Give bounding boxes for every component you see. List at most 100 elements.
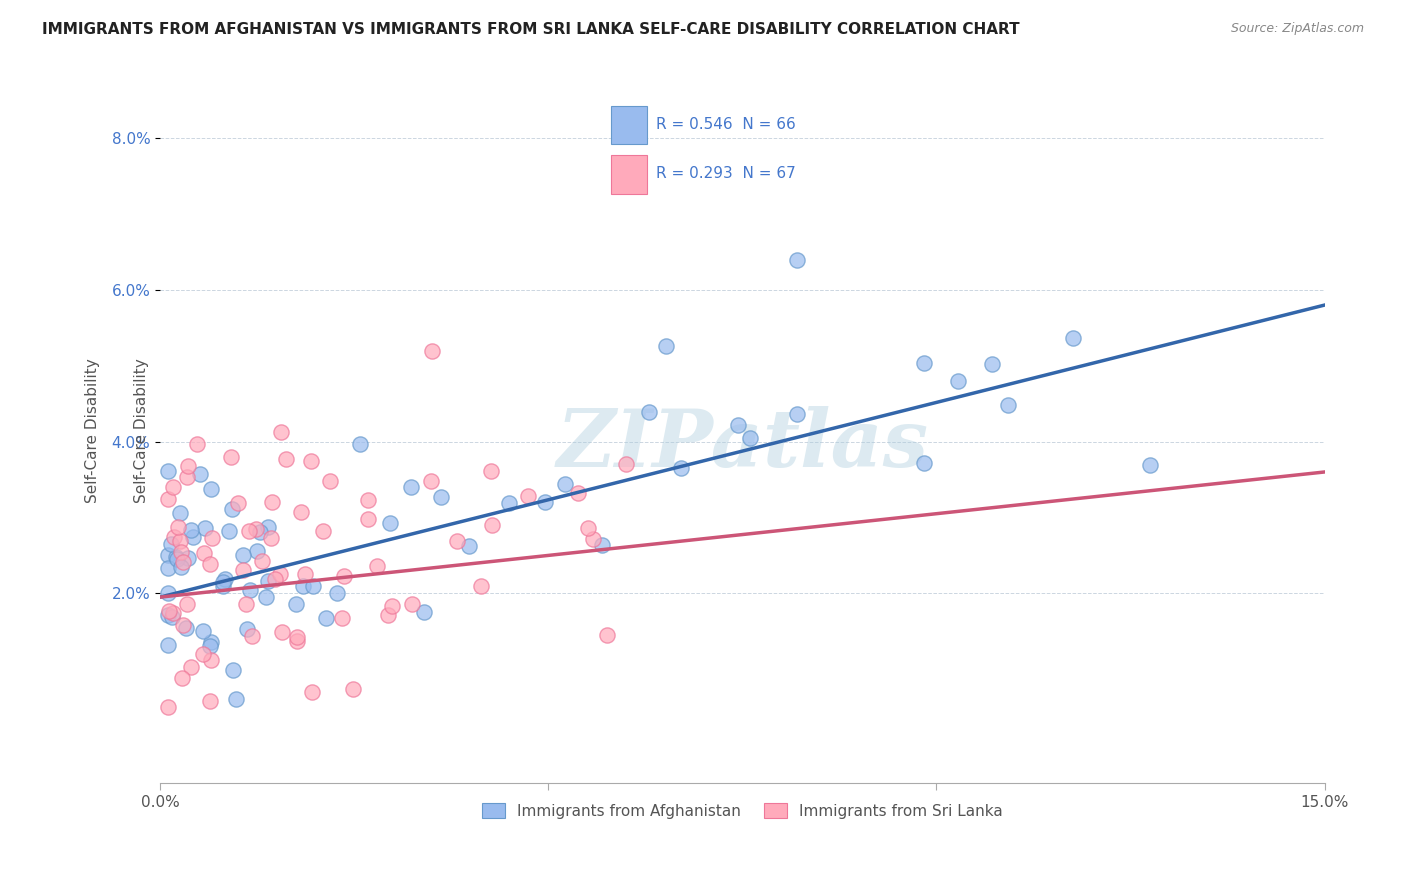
Point [238, 524, 260, 538]
Point [218, 524, 240, 538]
Point [177, 458, 200, 473]
Point [180, 659, 202, 673]
Point [446, 534, 468, 549]
Point [554, 476, 576, 491]
Point [576, 521, 599, 535]
Y-axis label: Self-Care Disability: Self-Care Disability [86, 358, 100, 502]
Point [401, 597, 423, 611]
Point [270, 425, 292, 439]
Point [240, 629, 263, 643]
Point [479, 464, 502, 478]
Point [671, 460, 693, 475]
Point [200, 635, 222, 649]
Point [212, 574, 235, 589]
Point [269, 567, 291, 582]
Point [181, 530, 204, 544]
Point [170, 560, 193, 574]
Point [274, 452, 297, 467]
Point [156, 548, 179, 562]
Point [166, 552, 188, 566]
Point [517, 489, 540, 503]
Point [567, 486, 589, 500]
Point [226, 496, 249, 510]
Point [260, 495, 283, 509]
Point [498, 496, 520, 510]
Point [225, 692, 247, 706]
Text: Source: ZipAtlas.com: Source: ZipAtlas.com [1230, 22, 1364, 36]
Point [315, 611, 337, 625]
Point [332, 569, 354, 583]
Point [786, 252, 808, 267]
Point [312, 524, 335, 538]
Point [1139, 458, 1161, 472]
Point [156, 491, 179, 506]
Point [420, 474, 443, 488]
Point [912, 356, 935, 370]
Point [264, 572, 287, 586]
Point [481, 517, 503, 532]
Legend: Immigrants from Afghanistan, Immigrants from Sri Lanka: Immigrants from Afghanistan, Immigrants … [475, 797, 1010, 825]
Point [165, 550, 187, 565]
Point [246, 543, 269, 558]
Point [211, 578, 233, 592]
Point [318, 474, 340, 488]
Point [997, 398, 1019, 412]
Point [377, 608, 399, 623]
Point [191, 647, 214, 661]
Point [160, 610, 183, 624]
Point [172, 555, 194, 569]
Point [169, 506, 191, 520]
Point [176, 551, 198, 566]
Point [260, 532, 283, 546]
Point [201, 531, 224, 545]
Point [222, 663, 245, 677]
Point [342, 681, 364, 696]
Point [420, 343, 443, 358]
Point [156, 560, 179, 574]
Point [401, 481, 423, 495]
Point [162, 480, 184, 494]
Point [186, 436, 208, 450]
Point [191, 624, 214, 638]
Point [172, 618, 194, 632]
Point [250, 554, 273, 568]
Point [257, 574, 280, 588]
Point [946, 374, 969, 388]
Text: IMMIGRANTS FROM AFGHANISTAN VS IMMIGRANTS FROM SRI LANKA SELF-CARE DISABILITY CO: IMMIGRANTS FROM AFGHANISTAN VS IMMIGRANT… [42, 22, 1019, 37]
Point [219, 450, 242, 464]
Point [174, 621, 197, 635]
Point [162, 606, 184, 620]
Point [413, 605, 436, 619]
Point [366, 558, 388, 573]
Point [271, 624, 294, 639]
Point [166, 520, 188, 534]
Point [299, 454, 322, 468]
Y-axis label: Self-Care Disability: Self-Care Disability [134, 358, 149, 502]
Point [470, 579, 492, 593]
Point [285, 630, 308, 644]
Point [194, 520, 217, 534]
Point [457, 539, 479, 553]
Point [285, 597, 308, 611]
Point [596, 628, 619, 642]
Point [221, 502, 243, 516]
Point [172, 671, 194, 685]
Point [291, 579, 314, 593]
Point [235, 597, 257, 611]
Point [198, 640, 221, 654]
Point [254, 590, 277, 604]
Point [245, 523, 267, 537]
Point [357, 512, 380, 526]
Point [214, 572, 236, 586]
Point [378, 516, 401, 531]
Point [232, 548, 254, 562]
Point [156, 700, 179, 714]
Point [326, 586, 349, 600]
Point [1062, 331, 1084, 345]
Point [302, 578, 325, 592]
Text: ZIPatlas: ZIPatlas [557, 406, 928, 483]
Point [614, 457, 637, 471]
Point [381, 599, 404, 613]
Point [156, 639, 179, 653]
Point [727, 417, 749, 432]
